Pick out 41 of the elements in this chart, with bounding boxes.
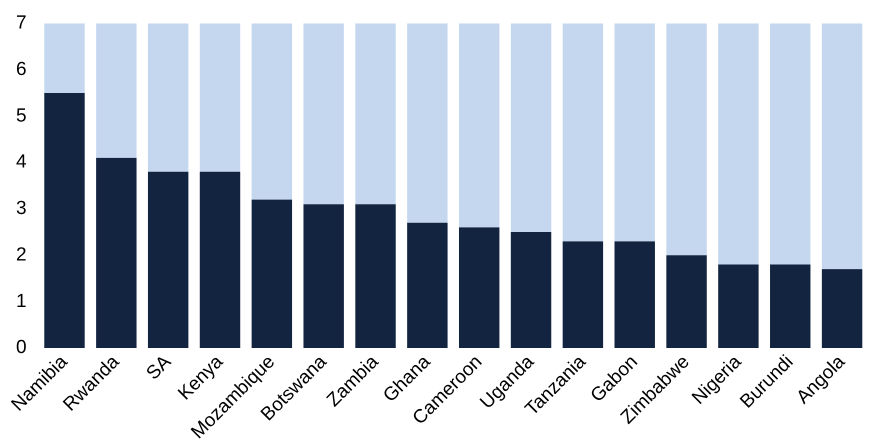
bar (614, 241, 655, 348)
bar (303, 204, 344, 348)
bar (562, 23, 604, 242)
bar (718, 264, 759, 348)
bar (355, 204, 396, 348)
bar (770, 264, 810, 348)
bar (666, 23, 707, 256)
bar (96, 158, 137, 348)
bar (44, 92, 85, 348)
bar (96, 23, 137, 158)
bar (252, 23, 292, 200)
bar (407, 23, 448, 223)
y-tick-label: 2 (16, 244, 27, 266)
bar (510, 232, 552, 348)
bar (510, 23, 552, 232)
bar (666, 255, 707, 348)
x-tick-label: SA (142, 351, 176, 384)
bar (355, 23, 396, 204)
bar (458, 227, 500, 348)
bar (44, 23, 85, 93)
bar (200, 172, 240, 348)
y-tick-label: 0 (16, 337, 27, 358)
y-tick-label: 1 (16, 290, 27, 312)
bar (458, 23, 500, 228)
bar (562, 241, 604, 348)
y-tick-label: 3 (16, 198, 27, 220)
bar (822, 23, 862, 270)
y-tick-label: 4 (16, 152, 27, 173)
bar (718, 23, 759, 265)
bar (148, 23, 188, 172)
bar (407, 222, 448, 348)
bar (148, 172, 188, 348)
bar (822, 269, 862, 348)
y-tick-label: 6 (16, 59, 27, 80)
y-tick-label: 7 (16, 12, 27, 34)
bar (770, 23, 810, 265)
bar (614, 23, 655, 242)
y-tick-label: 5 (16, 105, 27, 126)
bar (200, 23, 240, 172)
bar (303, 23, 344, 204)
bar (252, 200, 292, 348)
